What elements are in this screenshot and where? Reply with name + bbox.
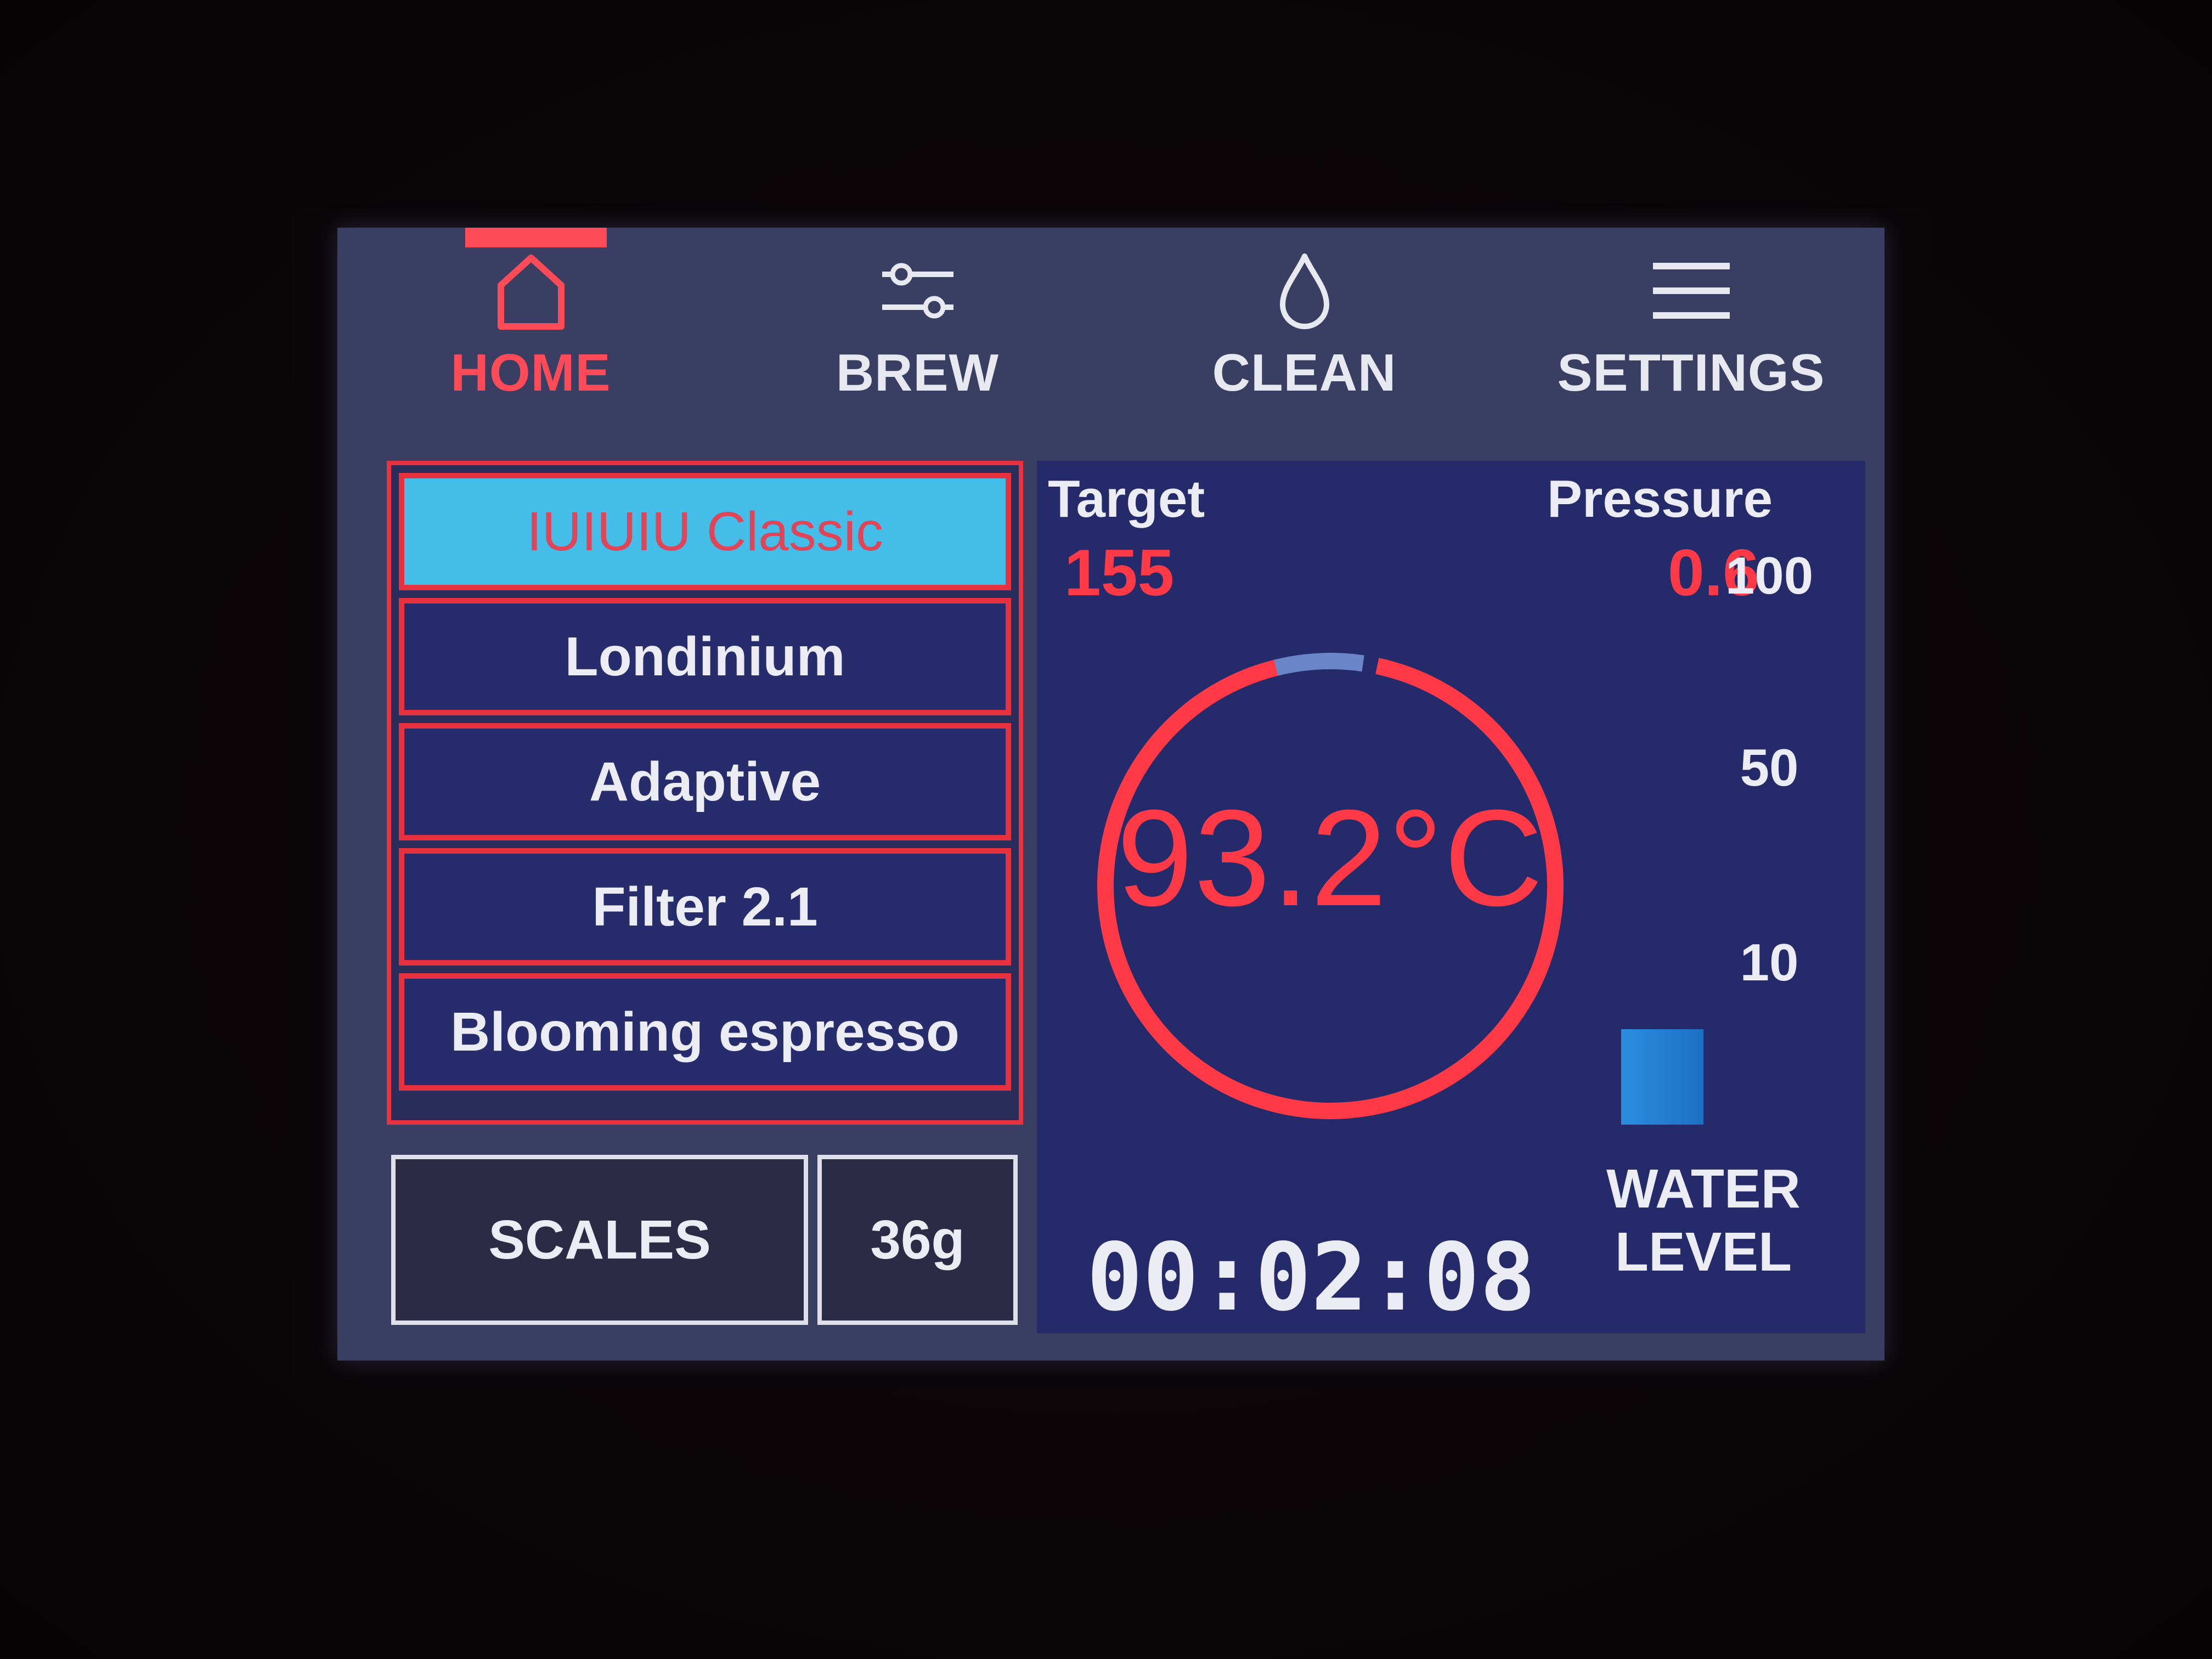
tab-settings-label: SETTINGS [1557,343,1825,402]
scale-weight-readout: 36g [817,1155,1018,1325]
water-tick-10: 10 [1740,933,1799,992]
sliders-icon [882,263,953,319]
tab-bar: HOME BREW CLEAN SETTINGS [337,228,1884,442]
temperature-readout: 93.2°C [1116,781,1544,934]
pressure-value: 0.6 [1668,536,1759,610]
scales-button[interactable]: SCALES [391,1155,808,1325]
profile-item-filter[interactable]: Filter 2.1 [399,848,1011,966]
profile-item-blooming-espresso[interactable]: Blooming espresso [399,973,1011,1091]
tab-clean[interactable]: CLEAN [1111,228,1498,442]
touch-screen: HOME BREW CLEAN SETTINGS [337,228,1884,1361]
menu-icon [1652,263,1730,319]
water-label-line1: WATER [1606,1158,1801,1220]
tab-brew-label: BREW [836,343,1000,402]
pressure-label: Pressure [1547,470,1773,528]
tab-home-label: HOME [450,343,611,402]
temperature-ring [1097,653,1564,1119]
water-tick-50: 50 [1740,738,1799,797]
status-panel: Target 155 Pressure 0.6 93.2°C 00:02:08 … [1037,461,1865,1333]
profile-item-adaptive[interactable]: Adaptive [399,723,1011,840]
tab-settings[interactable]: SETTINGS [1498,228,1884,442]
shot-timer: 00:02:08 [1086,1223,1536,1332]
water-tick-100: 100 [1725,546,1814,605]
droplet-icon [1279,253,1329,329]
target-label: Target [1048,470,1205,528]
tab-home[interactable]: HOME [337,228,724,442]
profile-item-iuiuiu-classic[interactable]: IUIUIU Classic [399,473,1011,590]
target-value: 155 [1064,536,1175,610]
water-label-line2: LEVEL [1615,1221,1792,1283]
active-tab-indicator [465,228,607,247]
tab-brew[interactable]: BREW [724,228,1111,442]
profile-item-londinium[interactable]: Londinium [399,598,1011,715]
water-level-fill [1621,1029,1703,1125]
tab-clean-label: CLEAN [1212,343,1397,402]
water-level-bar [1621,647,1703,1125]
home-icon [497,255,565,330]
profile-list: IUIUIU Classic Londinium Adaptive Filter… [387,461,1023,1125]
water-level-label: WATER LEVEL [1585,1158,1821,1284]
